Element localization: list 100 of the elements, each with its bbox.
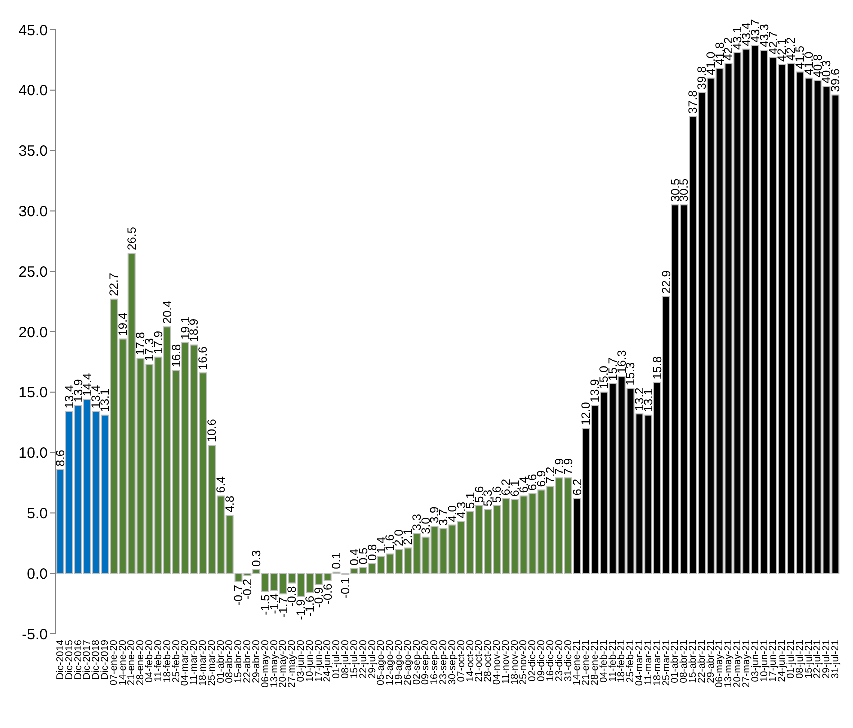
x-tick-label: 18-mar-20	[198, 640, 209, 686]
x-tick-label: 29-abr-20	[251, 640, 262, 684]
x-tick-label: 14-ene-21	[572, 640, 584, 686]
x-tick-label: 10-jun-21	[759, 640, 770, 682]
x-tick-label: 08-jul-20	[340, 640, 352, 679]
y-tick-label: 10.0	[18, 445, 48, 462]
x-tick-label: 18-nov-20	[510, 640, 521, 686]
x-tick-label: 01-jul-20	[332, 640, 343, 679]
data-label: 37.8	[686, 90, 700, 114]
data-label: 12.0	[579, 402, 594, 426]
x-tick-label: 21-ene-21	[581, 640, 592, 686]
y-tick-label: 5.0	[27, 506, 48, 523]
x-tick-label: 11-feb-20	[153, 640, 164, 682]
x-tick-label: 24-jun-20	[322, 640, 334, 682]
x-tick-label: 09-sep-20	[420, 640, 432, 686]
x-tick-label: 17-jun-21	[768, 640, 780, 682]
x-tick-label: Dic-2019	[100, 640, 111, 680]
x-tick-label: 03-jun-20	[296, 640, 307, 682]
x-tick-label: 29-jul-21	[822, 640, 833, 679]
x-tick-label: 18-feb-20	[162, 640, 174, 683]
x-tick-label: 11-mar-21	[643, 640, 654, 686]
x-tick-label: 29-jul-20	[367, 640, 378, 679]
x-tick-label: 04-mar-20	[180, 640, 192, 686]
y-tick-label: -5.0	[22, 626, 48, 644]
x-tick-label: 12-ago-20	[385, 640, 396, 686]
data-label: 4.8	[222, 496, 237, 513]
data-label: 10.6	[205, 418, 220, 443]
x-tick-label: 16-dic-20	[545, 640, 556, 682]
data-label: 19.4	[116, 312, 130, 336]
y-tick-label: 45.0	[18, 22, 48, 40]
x-tick-label: 21-oct-20	[474, 640, 486, 682]
data-label: 20.4	[160, 300, 174, 324]
x-tick-label: 15-abr-21	[688, 640, 699, 684]
y-tick-label: 20.0	[18, 324, 48, 342]
data-label: 16.6	[196, 346, 210, 370]
data-label: 0.3	[250, 550, 264, 567]
x-tick-label: 19-ago-20	[394, 640, 405, 686]
x-tick-label: Dic-2014	[55, 640, 66, 680]
data-label: 8.6	[54, 450, 68, 467]
x-tick-label: 28-oct-20	[483, 640, 494, 682]
x-tick-label: 06-may-21	[714, 640, 726, 688]
x-tick-label: 21-ene-20	[126, 640, 138, 686]
x-tick-label: 15-jul-21	[804, 640, 815, 679]
x-tick-label: 23-dic-20	[554, 640, 566, 682]
data-label: 16.8	[169, 344, 184, 368]
x-tick-label: 18-mar-21	[652, 640, 664, 686]
x-tick-label: 20-may-20	[278, 640, 290, 688]
y-tick-label: 15.0	[18, 384, 48, 402]
x-tick-label: 25-mar-20	[206, 640, 218, 686]
x-tick-label: 11-nov-20	[500, 640, 512, 684]
x-tick-label: 16-sep-20	[430, 640, 441, 686]
x-tick-label: 08-jul-21	[794, 640, 806, 679]
y-tick-label: 25.0	[18, 264, 48, 281]
x-tick-label: 07-ene-20	[108, 640, 120, 686]
x-tick-label: 22-jul-21	[812, 640, 824, 679]
x-tick-label: 23-sep-20	[438, 640, 450, 686]
data-label: 22.9	[659, 270, 674, 294]
data-label: 22.7	[107, 272, 122, 296]
x-tick-label: 24-jun-21	[777, 640, 788, 682]
y-tick-label: 30.0	[18, 204, 48, 221]
x-tick-label: 10-jun-20	[304, 640, 316, 682]
x-tick-label: 30-sep-20	[447, 640, 458, 686]
x-tick-label: 15-jul-20	[349, 640, 360, 679]
data-label: 6.2	[570, 478, 584, 496]
x-tick-label: 11-mar-20	[189, 640, 200, 686]
x-tick-label: 31-jul-21	[830, 640, 842, 679]
x-tick-label: 05-ago-20	[376, 640, 388, 686]
x-tick-label: 27-may-20	[287, 640, 298, 688]
x-tick-label: 27-may-21	[741, 640, 752, 688]
data-label: 6.4	[214, 476, 228, 494]
y-tick-label: 40.0	[18, 82, 48, 100]
x-tick-label: 01-jul-21	[786, 640, 797, 679]
data-label: 15.8	[650, 356, 664, 380]
y-tick-label: 0.0	[27, 566, 48, 583]
x-tick-label: 22-jul-20	[358, 640, 370, 679]
x-tick-label: 14-ene-20	[118, 640, 129, 686]
x-tick-label: Dic-2015	[64, 640, 76, 680]
x-tick-label: 13-may-20	[269, 640, 280, 688]
x-tick-label: 20-may-21	[732, 640, 744, 688]
x-tick-label: 06-may-20	[260, 640, 272, 688]
x-tick-label: 14-oct-20	[465, 640, 476, 682]
x-tick-label: 17-jun-20	[314, 640, 325, 682]
x-tick-label: 13-may-21	[724, 640, 735, 688]
x-tick-label: 22-abr-21	[696, 640, 708, 684]
x-tick-label: 31-dic-20	[563, 640, 574, 682]
x-tick-label: 25-feb-21	[626, 640, 637, 683]
x-tick-label: 04-mar-21	[634, 640, 646, 686]
x-tick-label: 25-feb-20	[171, 640, 182, 683]
x-tick-label: 03-jun-21	[750, 640, 762, 682]
x-tick-label: 29-abr-21	[706, 640, 717, 684]
data-label: 26.5	[124, 226, 139, 250]
x-tick-label: 26-ago-20	[402, 640, 414, 686]
x-tick-label: 28-ene-21	[590, 640, 601, 686]
x-tick-label: 02-sep-20	[412, 640, 423, 686]
x-tick-label: 04-feb-21	[598, 640, 610, 683]
data-label: -0.1	[338, 577, 353, 598]
y-tick-label: 35.0	[18, 143, 48, 160]
x-tick-label: 04-nov-20	[492, 640, 503, 686]
x-tick-label: 07-oct-20	[456, 640, 468, 682]
data-label: 0.1	[330, 552, 344, 570]
